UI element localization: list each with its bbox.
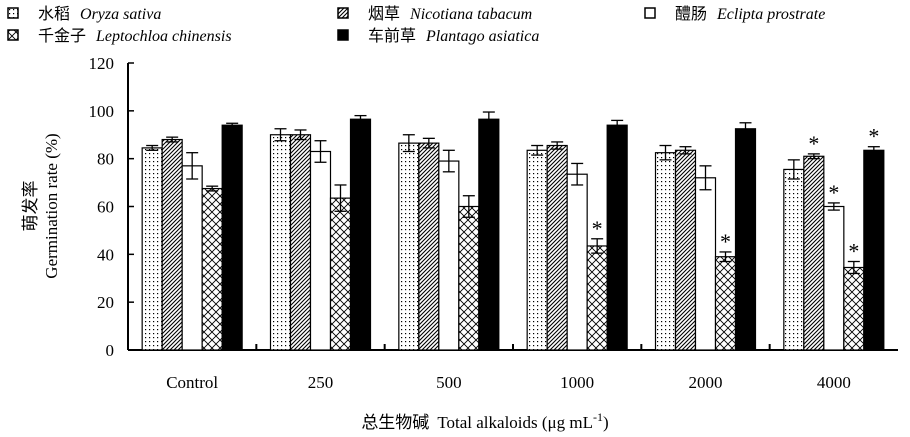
y-tick-label: 20 — [97, 293, 114, 312]
y-axis-title-en: Germination rate (%) — [42, 133, 61, 278]
significance-star: * — [720, 229, 731, 254]
legend-swatch — [644, 7, 656, 19]
y-tick-label: 60 — [97, 198, 114, 217]
significance-star: * — [808, 131, 819, 156]
bar — [309, 150, 332, 351]
bar — [201, 187, 223, 351]
x-axis-title: 总生物碱 Total alkaloids (μg mL-1) — [361, 410, 608, 432]
legend-label: 水稻 Oryza sativa — [38, 5, 161, 23]
x-axis-title-sup: -1 — [593, 410, 603, 424]
legend-label-zh: 车前草 — [368, 27, 416, 45]
bar — [438, 160, 460, 351]
bar — [269, 134, 292, 351]
bar — [398, 142, 420, 351]
legend: 水稻 Oryza sativa 烟草 Nicotiana tabacum 醴肠 Eclip… — [7, 5, 825, 45]
x-tick-label: 4000 — [817, 373, 851, 392]
y-tick-label: 100 — [89, 102, 115, 121]
legend-label-zh: 烟草 — [368, 5, 400, 23]
legend-item: 车前草 Plantago asiatica — [337, 27, 539, 45]
y-tick-label: 0 — [106, 341, 115, 360]
bar — [289, 134, 312, 351]
y-tick-label: 120 — [89, 54, 115, 73]
bar — [714, 256, 737, 351]
legend-swatch — [337, 29, 349, 41]
bar — [546, 144, 568, 351]
y-tick-label: 80 — [97, 150, 114, 169]
bar — [181, 165, 203, 351]
legend-label: 烟草 Nicotiana tabacum — [368, 5, 532, 23]
legend-label-sci: Plantago asiatica — [425, 28, 539, 45]
legend-item: 醴肠 Eclipta prostrate — [644, 5, 825, 23]
legend-label: 醴肠 Eclipta prostrate — [675, 5, 825, 23]
legend-label-zh: 水稻 — [38, 5, 70, 23]
plot-area: 0 20 40 60 80 100 120 Control 250 500 * 1000 * 2000 * *… — [21, 54, 898, 432]
significance-star: * — [592, 216, 603, 241]
bar — [418, 142, 440, 351]
x-tick-label: 250 — [308, 373, 334, 392]
significance-star: * — [828, 180, 839, 205]
legend-label-sci: Oryza sativa — [80, 6, 161, 23]
significance-star: * — [848, 239, 859, 264]
x-tick-label: 500 — [436, 373, 462, 392]
bar — [823, 205, 845, 351]
bar — [863, 149, 885, 351]
x-tick-label: 2000 — [689, 373, 723, 392]
bar — [349, 118, 372, 351]
bar — [734, 128, 757, 351]
bar — [783, 168, 805, 351]
legend-label-sci: Leptochloa chinensis — [95, 28, 232, 45]
legend-label-zh: 千金子 — [38, 27, 86, 45]
bar — [161, 138, 183, 351]
bar — [458, 205, 480, 351]
significance-star: * — [868, 124, 879, 149]
legend-swatch — [7, 7, 19, 19]
bar — [478, 118, 500, 351]
bar — [586, 245, 608, 351]
x-axis-title-zh: 总生物碱 — [361, 413, 429, 432]
legend-label-zh: 醴肠 — [675, 5, 707, 23]
bar — [329, 197, 352, 351]
legend-item: 烟草 Nicotiana tabacum — [337, 5, 532, 23]
legend-item: 水稻 Oryza sativa — [7, 5, 161, 23]
x-tick-label: 1000 — [560, 373, 594, 392]
bar — [566, 173, 588, 351]
legend-swatch — [337, 7, 349, 19]
x-axis-title-close: ) — [603, 413, 609, 432]
x-axis-title-en: Total alkaloids (μg mL — [437, 413, 593, 432]
legend-label: 千金子 Leptochloa chinensis — [38, 27, 232, 45]
bar — [221, 124, 243, 351]
bar — [694, 177, 717, 351]
bar — [674, 149, 697, 351]
bar — [526, 149, 548, 351]
y-axis-title-zh: 萌发率 — [21, 181, 40, 232]
x-tick-label: Control — [166, 373, 218, 392]
bar — [606, 124, 628, 351]
legend-label-sci: Eclipta prostrate — [716, 6, 825, 23]
bar — [803, 155, 825, 351]
legend-item: 千金子 Leptochloa chinensis — [7, 27, 232, 45]
bar — [843, 266, 865, 351]
y-tick-label: 40 — [97, 245, 114, 264]
legend-label-sci: Nicotiana tabacum — [409, 6, 532, 23]
bar — [654, 152, 677, 351]
legend-swatch — [7, 29, 19, 41]
legend-label: 车前草 Plantago asiatica — [368, 27, 539, 45]
bar — [141, 147, 163, 351]
